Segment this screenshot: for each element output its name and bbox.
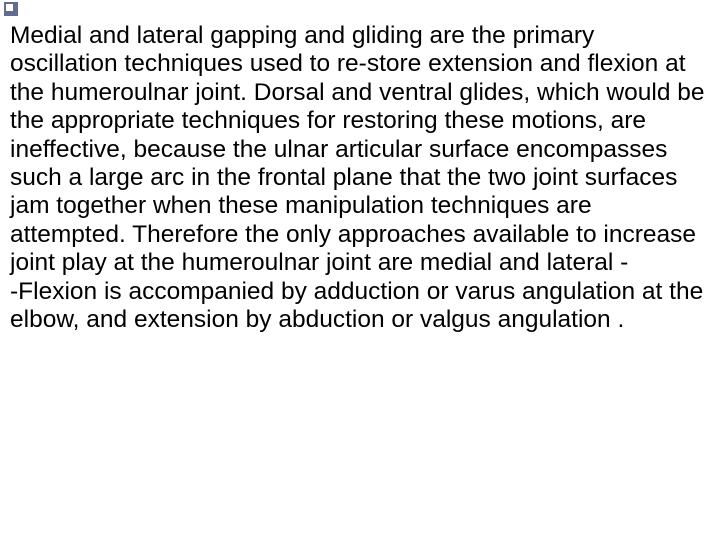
slide: Medial and lateral gapping and gliding a… — [0, 0, 720, 540]
bullet-icon — [4, 2, 18, 16]
slide-body-text: Medial and lateral gapping and gliding a… — [10, 22, 706, 334]
paragraph-2: -Flexion is accompanied by adduction or … — [10, 278, 706, 335]
paragraph-1: Medial and lateral gapping and gliding a… — [10, 22, 706, 278]
